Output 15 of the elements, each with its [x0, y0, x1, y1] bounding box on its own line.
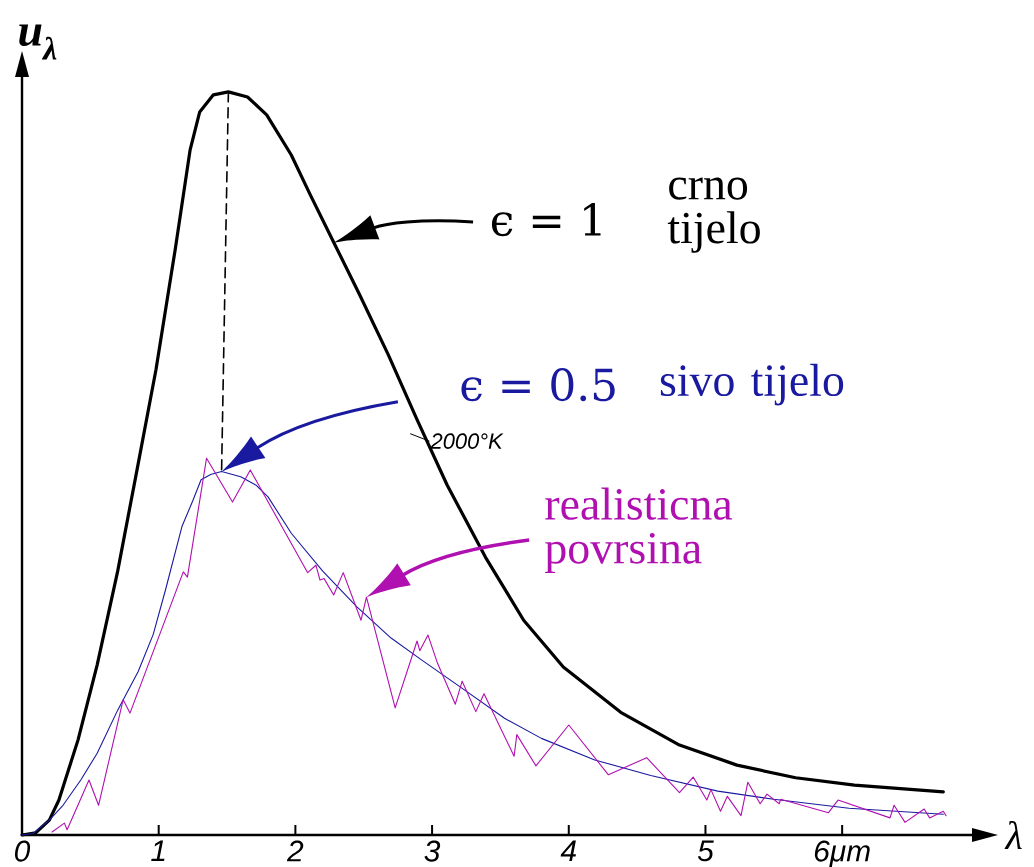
x-tick-label: 2 [286, 840, 304, 862]
x-tick-label: 1 [151, 840, 165, 862]
x-tick-label: 0 [14, 840, 31, 862]
annotation: 2000°K [430, 433, 504, 449]
annotation: ϵ = 0.5 [461, 368, 615, 402]
y-axis-title: u$_{λ}$ [19, 24, 57, 60]
x-tick-label: 4 [560, 840, 576, 862]
text: crno tijelo [667, 177, 760, 253]
x-tick-label: 6μm [814, 840, 870, 867]
x-axis-title: λ [1004, 820, 1022, 850]
x-tick-label: 5 [697, 840, 714, 862]
annotation: ϵ = 1 [491, 203, 601, 237]
x-tick-label: 3 [424, 840, 441, 862]
text: sivo tijelo [660, 363, 844, 406]
legend-label: realisticna povrsina [545, 487, 733, 573]
